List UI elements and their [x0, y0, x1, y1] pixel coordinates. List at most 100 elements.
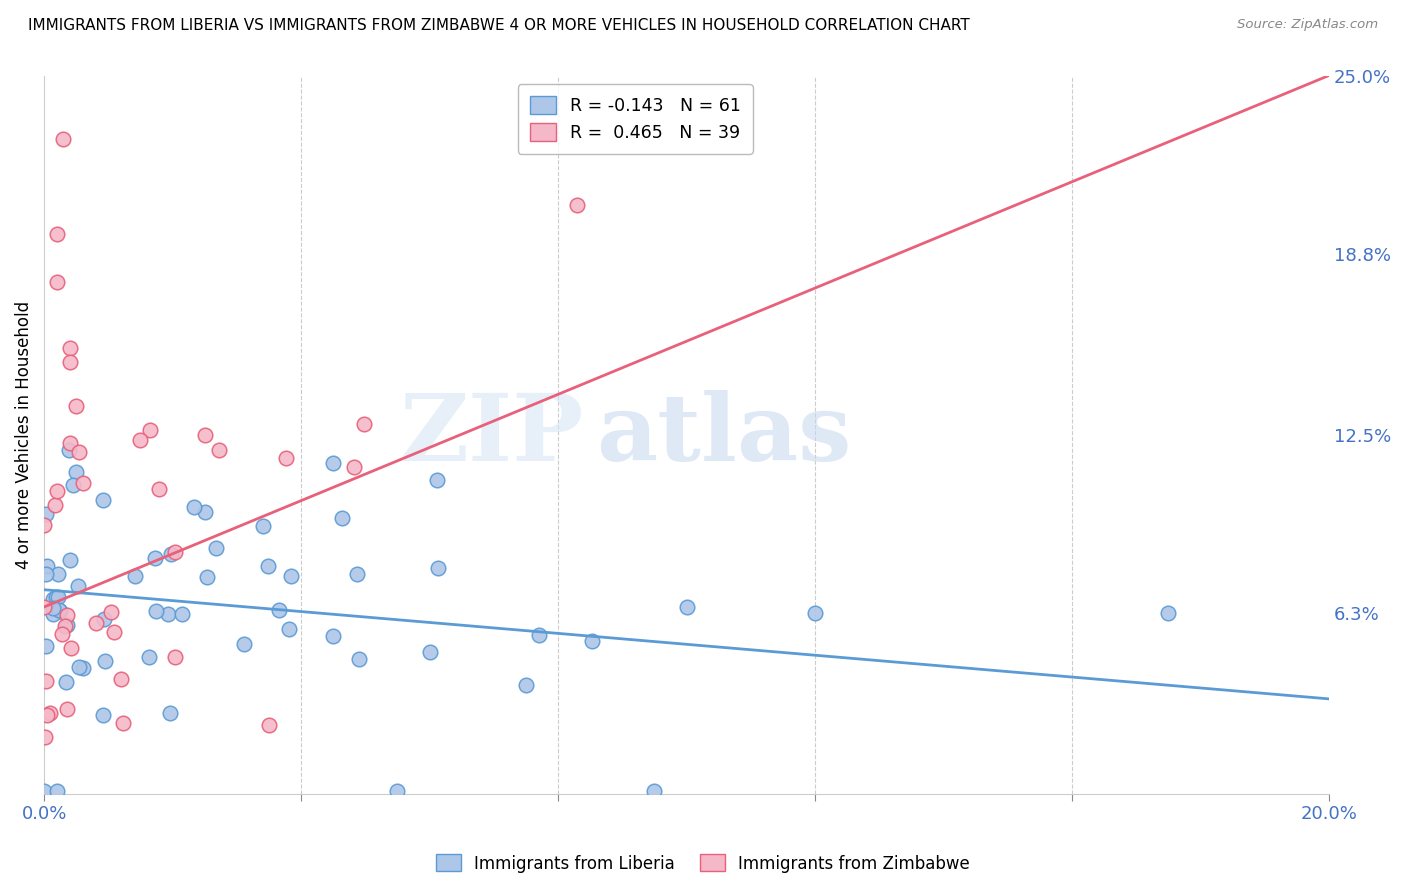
Point — [52, 132, 75, 146]
Point — [38, 706, 60, 720]
Point — [67, 660, 90, 674]
Point — [194, 506, 217, 520]
Point — [515, 678, 537, 692]
Point — [330, 511, 353, 525]
Point — [280, 569, 302, 583]
Point — [34, 730, 56, 744]
Point — [256, 559, 278, 574]
Point — [67, 445, 90, 459]
Point — [426, 473, 449, 487]
Point — [170, 607, 193, 621]
Point — [143, 550, 166, 565]
Point — [353, 417, 375, 432]
Point — [183, 500, 205, 515]
Point — [804, 606, 827, 620]
Point — [35, 566, 58, 581]
Point — [35, 558, 58, 573]
Point — [49, 604, 72, 618]
Point — [35, 508, 58, 522]
Point — [343, 459, 366, 474]
Point — [46, 276, 69, 290]
Point — [103, 625, 125, 640]
Point — [32, 518, 55, 533]
Point — [567, 198, 589, 212]
Point — [59, 355, 82, 369]
Point — [194, 427, 217, 442]
Point — [55, 675, 77, 690]
Point — [100, 605, 122, 619]
Point — [46, 784, 69, 798]
Point — [60, 641, 83, 656]
Point — [51, 626, 73, 640]
Point — [165, 545, 187, 559]
Point — [62, 477, 84, 491]
Point — [65, 465, 87, 479]
Point — [46, 590, 69, 604]
Legend: Immigrants from Liberia, Immigrants from Zimbabwe: Immigrants from Liberia, Immigrants from… — [429, 847, 977, 880]
Point — [346, 566, 368, 581]
Point — [1157, 606, 1180, 620]
Point — [675, 599, 697, 614]
Text: IMMIGRANTS FROM LIBERIA VS IMMIGRANTS FROM ZIMBABWE 4 OR MORE VEHICLES IN HOUSEH: IMMIGRANTS FROM LIBERIA VS IMMIGRANTS FR… — [28, 18, 970, 33]
Point — [48, 603, 70, 617]
Point — [32, 599, 55, 614]
Point — [35, 707, 58, 722]
Point — [46, 227, 69, 241]
Point — [527, 628, 550, 642]
Point — [56, 702, 79, 716]
Point — [41, 601, 63, 615]
Text: atlas: atlas — [596, 390, 852, 480]
Point — [138, 423, 160, 437]
Point — [322, 629, 344, 643]
Text: Source: ZipAtlas.com: Source: ZipAtlas.com — [1237, 18, 1378, 31]
Point — [163, 649, 186, 664]
Point — [145, 604, 167, 618]
Point — [59, 342, 82, 356]
Point — [322, 456, 344, 470]
Point — [148, 482, 170, 496]
Point — [347, 652, 370, 666]
Point — [35, 639, 58, 653]
Point — [66, 579, 89, 593]
Point — [58, 442, 80, 457]
Point — [72, 476, 94, 491]
Point — [44, 498, 66, 512]
Point — [232, 637, 254, 651]
Point — [42, 591, 65, 606]
Y-axis label: 4 or more Vehicles in Household: 4 or more Vehicles in Household — [15, 301, 32, 569]
Point — [72, 661, 94, 675]
Point — [32, 784, 55, 798]
Point — [111, 716, 134, 731]
Legend: R = -0.143   N = 61, R =  0.465   N = 39: R = -0.143 N = 61, R = 0.465 N = 39 — [517, 84, 752, 153]
Point — [387, 784, 409, 798]
Point — [581, 634, 603, 648]
Point — [84, 616, 107, 631]
Point — [257, 717, 280, 731]
Point — [195, 570, 218, 584]
Point — [208, 442, 231, 457]
Point — [157, 607, 180, 621]
Point — [205, 541, 228, 555]
Point — [94, 654, 117, 668]
Point — [267, 603, 290, 617]
Point — [56, 618, 79, 632]
Point — [46, 483, 69, 498]
Point — [93, 612, 115, 626]
Point — [59, 553, 82, 567]
Point — [46, 566, 69, 581]
Point — [35, 674, 58, 689]
Point — [124, 569, 146, 583]
Point — [91, 708, 114, 723]
Point — [65, 399, 87, 413]
Point — [276, 451, 298, 466]
Point — [59, 436, 82, 450]
Point — [129, 434, 152, 448]
Point — [91, 493, 114, 508]
Point — [419, 645, 441, 659]
Point — [160, 547, 183, 561]
Point — [45, 590, 67, 604]
Point — [252, 519, 274, 533]
Text: ZIP: ZIP — [399, 390, 583, 480]
Point — [427, 561, 450, 575]
Point — [42, 607, 65, 621]
